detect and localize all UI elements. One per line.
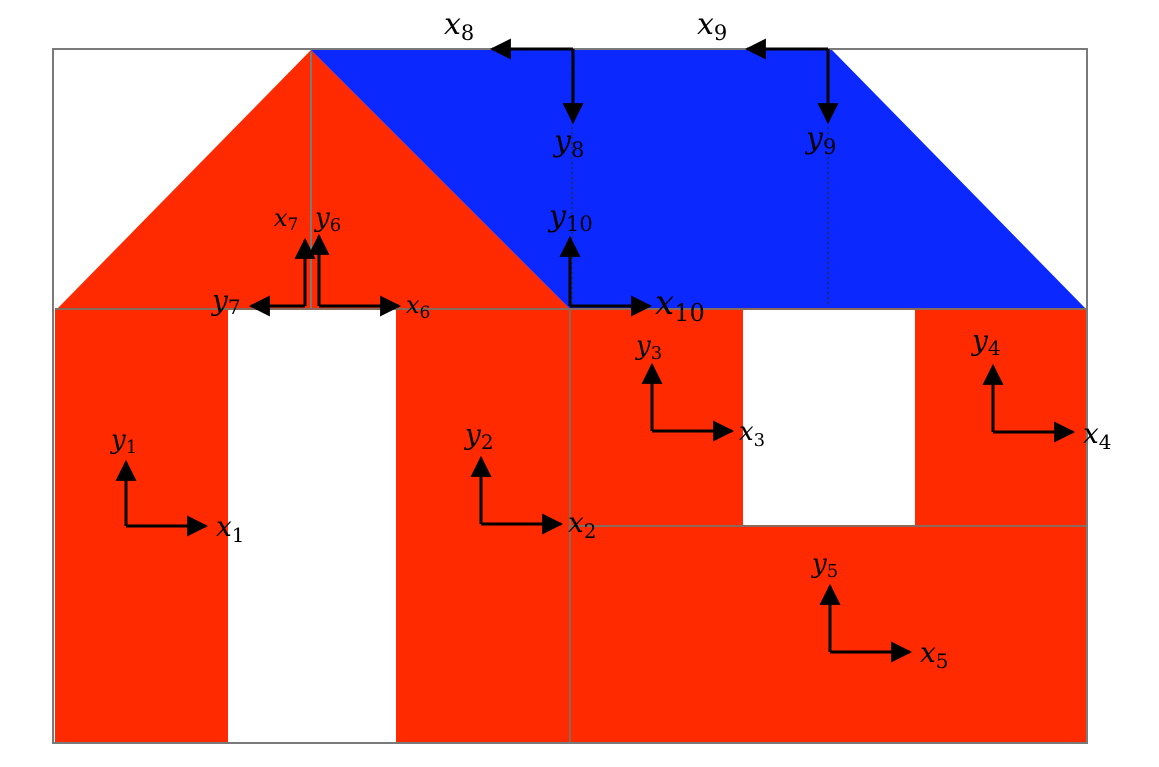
- frame-3-y-label: y3: [635, 331, 662, 364]
- frame-9-x-label: x9: [697, 7, 727, 45]
- frame-4-y-label: y4: [970, 324, 1001, 360]
- frame-6-y-label: y6: [314, 203, 341, 236]
- frame-5: [819, 583, 913, 663]
- frame-6: [308, 233, 402, 317]
- frame-8-x-label: x8: [444, 7, 474, 45]
- frame-1-x-label: x1: [216, 510, 245, 547]
- frame-7: [248, 237, 316, 317]
- frame-4: [982, 363, 1076, 443]
- frame-4-x-label: x4: [1083, 417, 1112, 454]
- frame-10-y-label: y10: [547, 199, 593, 236]
- frame-3-x-label: x3: [739, 417, 765, 451]
- frame-1: [115, 459, 209, 537]
- frame-2: [470, 455, 564, 535]
- door-opening: [228, 310, 396, 743]
- frame-6-x-label: x6: [406, 291, 430, 323]
- frame-8: [489, 38, 584, 125]
- red-gable: [57, 50, 570, 309]
- frame-9-y-label: y9: [804, 121, 836, 159]
- frame-7-y-label: y7: [210, 284, 241, 319]
- frame-7-x-label: x7: [274, 204, 298, 235]
- frame-10: [559, 235, 653, 317]
- blue-roof: [311, 50, 1086, 309]
- window-opening: [743, 310, 915, 525]
- frame-9: [744, 38, 839, 125]
- frame-1-y-label: y1: [110, 425, 137, 458]
- frame-2-y-label: y2: [463, 418, 494, 454]
- frame-2-x-label: x2: [568, 506, 597, 543]
- frame-5-x-label: x5: [920, 636, 949, 673]
- frame-10-x-label: x10: [655, 283, 705, 327]
- frame-3: [641, 362, 735, 442]
- frame-5-y-label: y5: [811, 549, 838, 582]
- frame-8-y-label: y8: [552, 124, 584, 162]
